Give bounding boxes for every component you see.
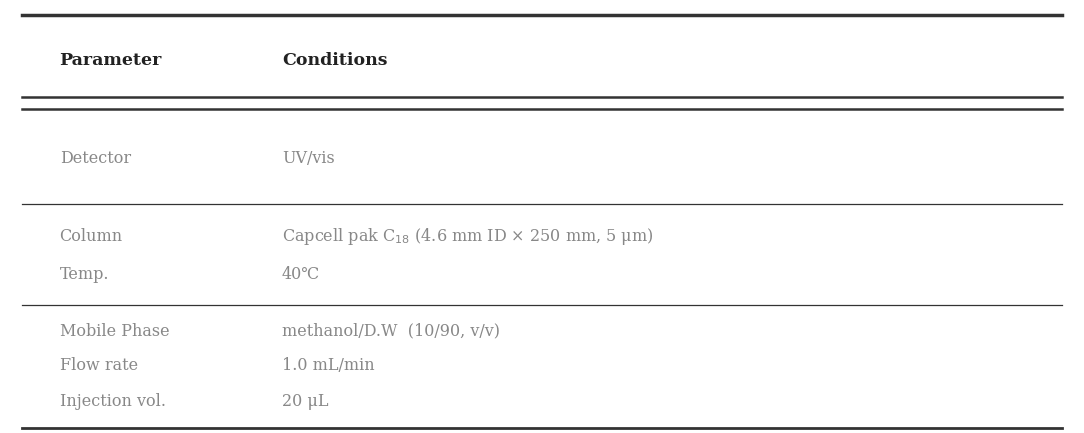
Text: Mobile Phase: Mobile Phase [60, 323, 169, 340]
Text: Column: Column [60, 228, 122, 246]
Text: 20 μL: 20 μL [282, 393, 328, 410]
Text: UV/vis: UV/vis [282, 149, 335, 167]
Text: Temp.: Temp. [60, 266, 109, 284]
Text: Detector: Detector [60, 149, 131, 167]
Text: 1.0 mL/min: 1.0 mL/min [282, 357, 374, 375]
Text: Capcell pak C$_{18}$ (4.6 mm ID × 250 mm, 5 μm): Capcell pak C$_{18}$ (4.6 mm ID × 250 mm… [282, 226, 654, 247]
Text: Conditions: Conditions [282, 52, 387, 69]
Text: methanol/D.W  (10/90, v/v): methanol/D.W (10/90, v/v) [282, 323, 500, 340]
Text: Flow rate: Flow rate [60, 357, 138, 375]
Text: Parameter: Parameter [60, 52, 162, 69]
Text: 40℃: 40℃ [282, 266, 320, 284]
Text: Injection vol.: Injection vol. [60, 393, 166, 410]
